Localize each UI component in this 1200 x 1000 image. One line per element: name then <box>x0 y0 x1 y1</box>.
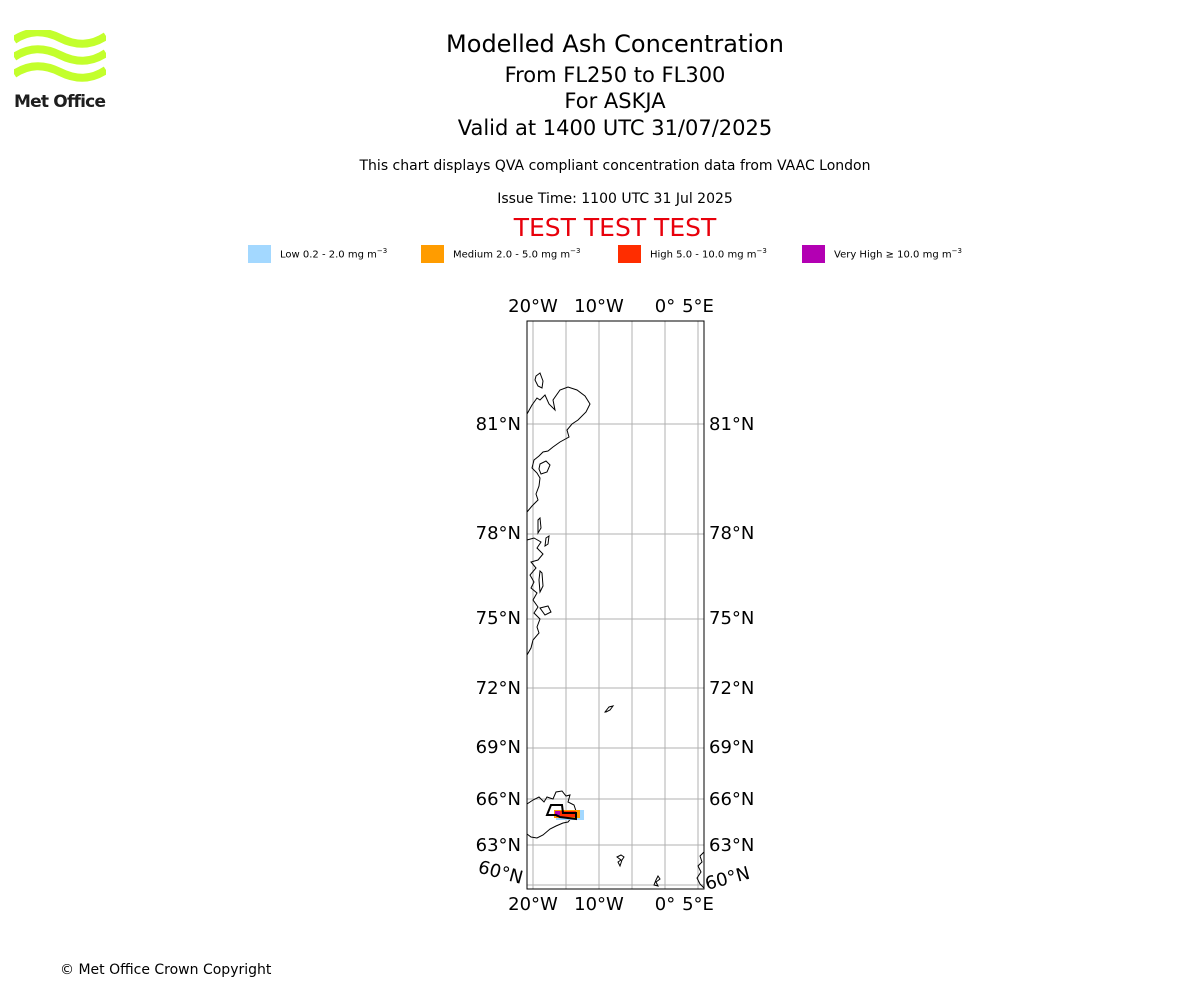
lat-label-right: 66°N <box>709 789 754 810</box>
lat-label-left: 60°N <box>476 857 525 889</box>
lon-label-bottom: 20°W <box>508 894 558 915</box>
lat-label-left: 75°N <box>476 608 521 629</box>
lon-label-bottom: 10°W <box>574 894 624 915</box>
volcano-name: For ASKJA <box>564 89 666 113</box>
legend-swatch-low <box>248 245 271 263</box>
lat-label-right: 81°N <box>709 414 754 435</box>
legend-label-very-high: Very High ≥ 10.0 mg m−3 <box>834 247 962 261</box>
ash-forecast-polygon <box>545 804 577 821</box>
test-banner: TEST TEST TEST <box>513 213 717 242</box>
lon-label-bottom: 0° <box>655 894 675 915</box>
lat-label-left: 81°N <box>476 414 521 435</box>
coastline-svalbard <box>526 386 591 513</box>
lat-label-right: 75°N <box>709 608 754 629</box>
logo-wordmark: Met Office <box>14 92 106 112</box>
top-lon-labels: 20°W 10°W 0° 5°E <box>508 296 714 317</box>
bottom-lon-labels: 20°W 10°W 0° 5°E <box>508 894 714 915</box>
valid-time: Valid at 1400 UTC 31/07/2025 <box>457 116 773 140</box>
lat-label-right: 78°N <box>709 523 754 544</box>
coastlines <box>526 372 705 889</box>
chart-title: Modelled Ash Concentration <box>446 30 784 58</box>
legend-label-medium: Medium 2.0 - 5.0 mg m−3 <box>453 247 581 261</box>
chart-description: This chart displays QVA compliant concen… <box>359 158 871 174</box>
lat-label-left: 66°N <box>476 789 521 810</box>
lon-label-top: 0° <box>655 296 675 317</box>
legend-swatch-medium <box>421 245 444 263</box>
copyright-notice: © Met Office Crown Copyright <box>60 962 272 978</box>
right-lat-labels: 81°N 78°N 75°N 72°N 69°N 66°N 63°N 60°N <box>703 414 755 895</box>
lat-label-right: 72°N <box>709 678 754 699</box>
met-office-logo: Met Office <box>11 28 109 112</box>
lat-label-right: 69°N <box>709 737 754 758</box>
flight-level-range: From FL250 to FL300 <box>504 63 726 87</box>
coastline-faroe <box>616 854 625 868</box>
legend-label-high: High 5.0 - 10.0 mg m−3 <box>650 247 767 261</box>
lat-label-right: 60°N <box>703 863 752 895</box>
lon-label-top: 5°E <box>682 296 714 317</box>
lon-label-bottom: 5°E <box>682 894 714 915</box>
coastline-island-b <box>538 460 551 475</box>
coastline-island-d <box>544 534 550 548</box>
map-frame <box>526 320 705 890</box>
logo-waves-icon <box>11 28 109 82</box>
lat-label-left: 63°N <box>476 835 521 856</box>
coastline-shetland <box>653 875 661 887</box>
coastline-island-c <box>537 516 542 535</box>
coastline-norway <box>696 851 705 889</box>
legend-swatch-high <box>618 245 641 263</box>
lat-label-right: 63°N <box>709 835 754 856</box>
legend-label-low: Low 0.2 - 2.0 mg m−3 <box>280 247 388 261</box>
coastline-jan-mayen <box>603 705 615 713</box>
ash-region-very-high <box>555 811 560 815</box>
coastline-island-a <box>534 372 544 389</box>
lon-label-top: 20°W <box>508 296 558 317</box>
issue-time: Issue Time: 1100 UTC 31 Jul 2025 <box>497 191 733 207</box>
coastline-greenland <box>526 537 544 656</box>
legend-swatch-very-high <box>802 245 825 263</box>
lat-label-left: 69°N <box>476 737 521 758</box>
coastline-island-f <box>539 605 552 616</box>
lon-label-top: 10°W <box>574 296 624 317</box>
lat-label-left: 72°N <box>476 678 521 699</box>
left-lat-labels: 81°N 78°N 75°N 72°N 69°N 66°N 63°N 60°N <box>476 414 526 889</box>
coastline-iceland <box>526 790 577 839</box>
graticule <box>527 321 704 889</box>
lat-label-left: 78°N <box>476 523 521 544</box>
coastline-island-e <box>538 569 544 594</box>
